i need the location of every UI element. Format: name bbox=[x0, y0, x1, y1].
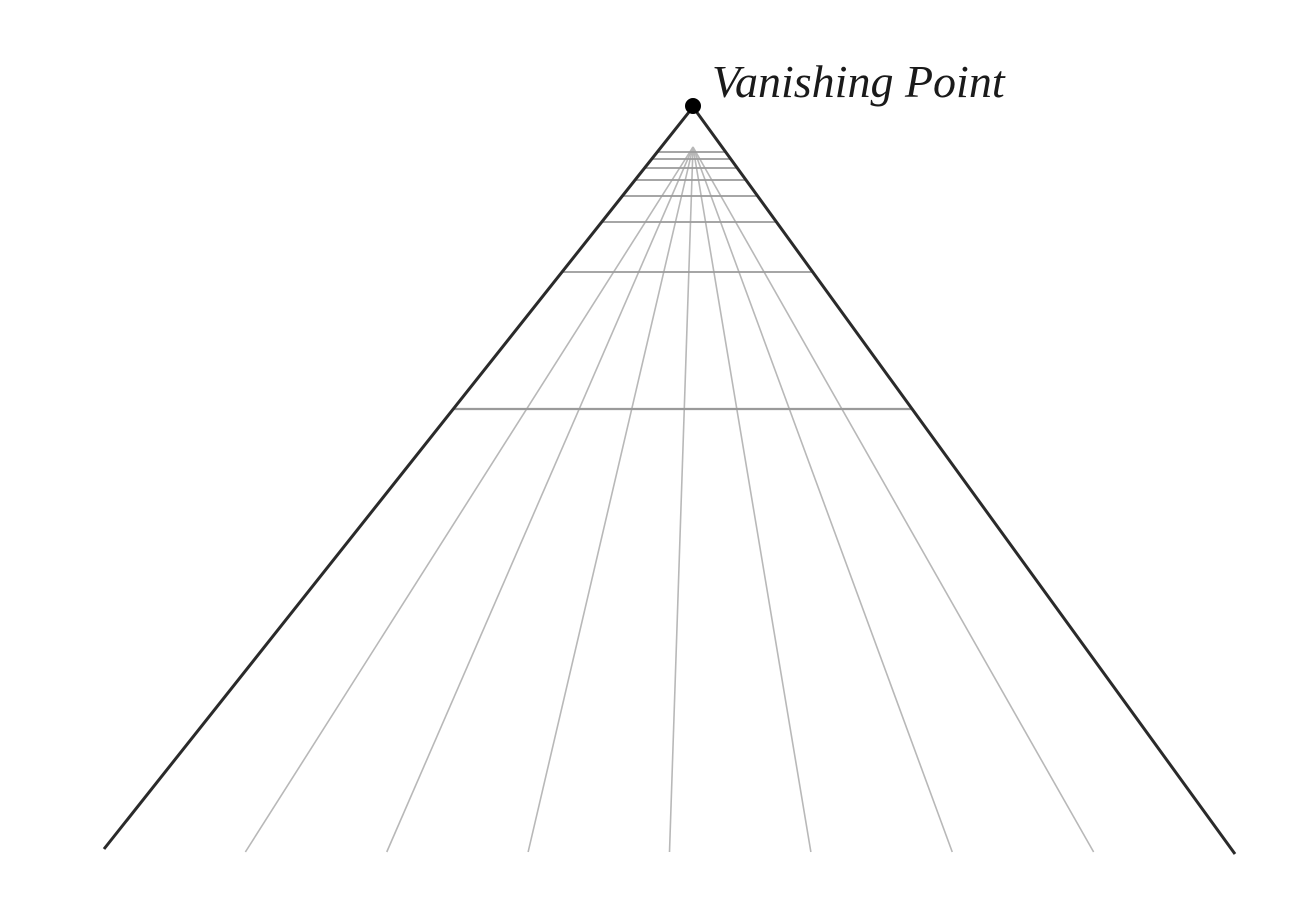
converging-line bbox=[692, 146, 812, 853]
right-edge-line bbox=[691, 106, 1237, 855]
converging-line bbox=[244, 146, 694, 853]
horizontal-grid-lines bbox=[453, 151, 913, 411]
converging-line bbox=[692, 146, 1095, 853]
left-edge-line bbox=[102, 106, 695, 850]
converging-line bbox=[692, 146, 954, 853]
vanishing-point-dot bbox=[685, 98, 701, 114]
vanishing-point-label: Vanishing Point bbox=[712, 56, 1006, 107]
converging-line bbox=[386, 146, 694, 853]
converging-line bbox=[668, 146, 694, 853]
converging-grid-lines bbox=[244, 146, 1095, 853]
converging-line bbox=[527, 146, 694, 853]
